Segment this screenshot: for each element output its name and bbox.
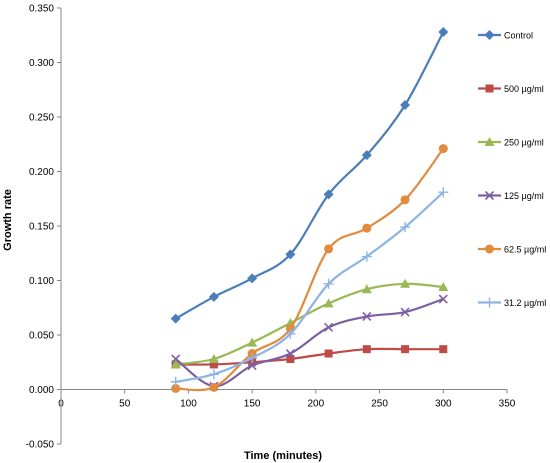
data-point xyxy=(401,345,410,354)
y-tick-label: 0.100 xyxy=(29,276,54,287)
series-31.2-g-ml xyxy=(170,187,449,387)
data-point xyxy=(362,223,372,233)
series-line xyxy=(175,282,444,366)
data-point xyxy=(400,307,410,317)
data-point xyxy=(324,244,334,254)
data-point xyxy=(171,354,181,364)
data-point xyxy=(208,369,219,380)
y-tick-label: 0.350 xyxy=(29,4,54,15)
legend-label: 500 µg/ml xyxy=(504,84,544,94)
data-point xyxy=(247,273,258,284)
data-point xyxy=(285,249,296,260)
x-tick-label: 100 xyxy=(180,399,197,410)
data-point xyxy=(285,328,296,339)
data-point xyxy=(247,352,258,363)
data-point xyxy=(209,382,219,392)
data-point xyxy=(400,100,411,111)
legend-label: 125 µg/ml xyxy=(504,191,544,201)
data-point xyxy=(323,189,334,200)
y-tick-label: -0.050 xyxy=(26,440,55,451)
data-point xyxy=(438,26,449,37)
x-tick-label: 200 xyxy=(308,399,325,410)
data-point xyxy=(324,349,333,358)
y-axis-ticks: -0.050 0.000 0.050 0.100 0.150 0.200 0.250 0.30… xyxy=(26,4,61,451)
x-tick-label: 50 xyxy=(119,399,131,410)
legend-item: Control xyxy=(478,30,533,41)
data-point xyxy=(170,313,181,324)
y-tick-label: 0.150 xyxy=(29,222,54,233)
y-tick-label: 0.050 xyxy=(29,331,54,342)
data-point xyxy=(208,353,219,363)
data-point xyxy=(438,282,449,292)
data-point xyxy=(323,278,334,289)
y-tick-label: 0.000 xyxy=(29,385,54,396)
data-point xyxy=(362,345,371,354)
legend: Control 500 µg/ml 250 µg/ml 125 µg/ml 62.5 µ… xyxy=(478,30,546,308)
legend-item: 250 µg/ml xyxy=(478,137,544,148)
data-point xyxy=(400,222,411,233)
legend-marker xyxy=(484,190,495,201)
x-tick-label: 150 xyxy=(244,399,261,410)
data-point xyxy=(361,251,372,262)
legend-marker xyxy=(484,297,495,308)
legend-item: 31.2 µg/ml xyxy=(478,297,546,308)
data-point xyxy=(247,337,258,347)
series-line xyxy=(175,31,445,320)
data-point xyxy=(209,360,218,369)
legend-marker xyxy=(485,244,494,254)
legend-item: 62.5 µg/ml xyxy=(478,244,546,255)
series-layer xyxy=(170,26,449,393)
y-tick-label: 0.200 xyxy=(29,167,54,178)
data-point xyxy=(208,291,219,302)
legend-label: 62.5 µg/ml xyxy=(504,245,546,255)
legend-item: 125 µg/ml xyxy=(478,190,544,201)
data-point xyxy=(438,144,448,154)
y-tick-label: 0.300 xyxy=(29,58,54,69)
data-point xyxy=(400,195,410,205)
data-point xyxy=(400,278,411,288)
data-point xyxy=(171,383,181,393)
data-point xyxy=(439,345,448,354)
x-tick-label: 300 xyxy=(435,399,452,410)
series-line xyxy=(175,147,445,392)
y-tick-label: 0.250 xyxy=(29,113,54,124)
legend-label: 250 µg/ml xyxy=(504,138,544,148)
data-point xyxy=(361,150,372,161)
data-point xyxy=(362,311,372,322)
series-62.5-g-ml xyxy=(171,144,448,393)
data-point xyxy=(170,376,181,387)
legend-item: 500 µg/ml xyxy=(478,84,544,94)
legend-label: 31.2 µg/ml xyxy=(504,298,546,308)
data-point xyxy=(438,294,448,304)
series-control xyxy=(170,26,449,324)
x-tick-label: 250 xyxy=(371,399,388,410)
data-point xyxy=(286,354,295,363)
data-point xyxy=(170,359,181,369)
data-point xyxy=(438,187,449,198)
x-axis-title: Time (minutes) xyxy=(244,450,322,462)
series-line xyxy=(175,191,445,383)
x-tick-label: 350 xyxy=(499,399,516,410)
series-250-g-ml xyxy=(170,278,449,369)
data-point xyxy=(323,298,334,308)
data-point xyxy=(247,360,257,371)
legend-marker xyxy=(484,30,495,40)
legend-marker xyxy=(485,84,494,93)
data-point xyxy=(285,348,295,359)
legend-marker xyxy=(484,137,495,146)
y-axis-title: Growth rate xyxy=(2,189,14,251)
legend-label: Control xyxy=(504,31,533,41)
data-point xyxy=(324,322,334,332)
data-point xyxy=(361,284,372,294)
